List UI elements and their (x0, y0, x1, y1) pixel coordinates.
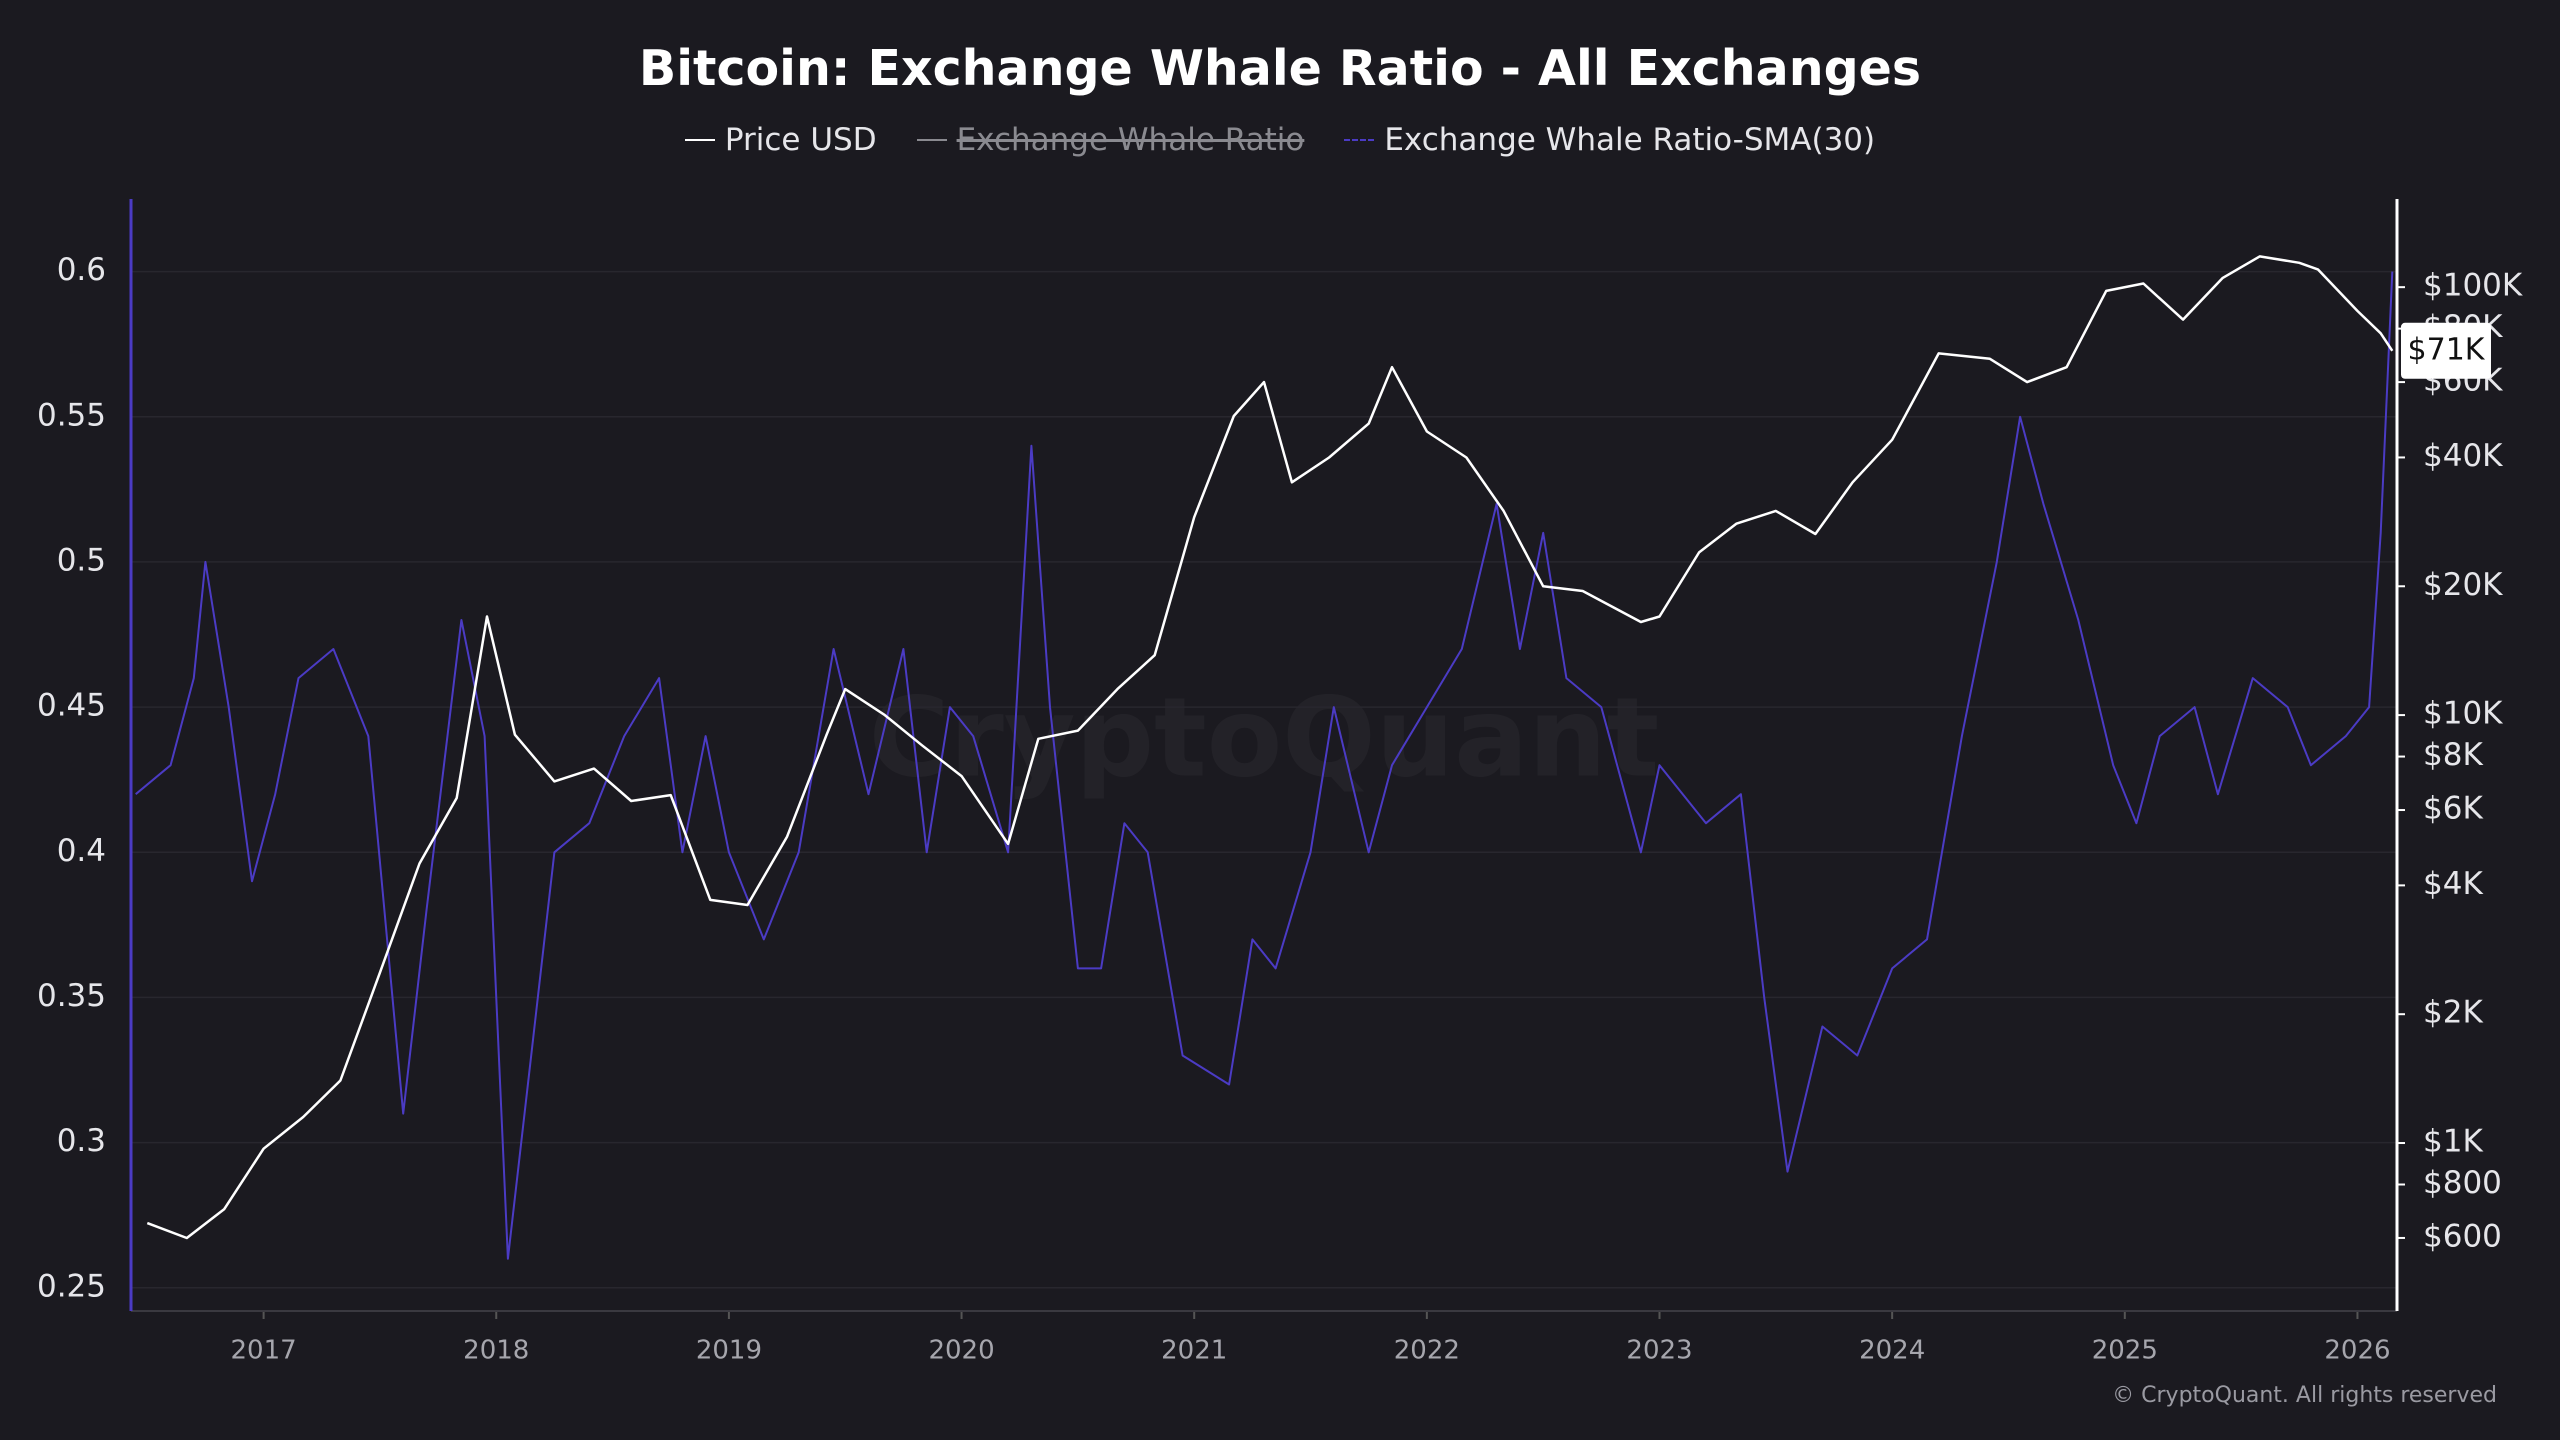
legend-label: Exchange Whale Ratio-SMA(30) (1384, 122, 1876, 158)
x-tick-label: 2023 (1626, 1336, 1692, 1366)
y2-tick-label: $800 (2423, 1165, 2502, 1201)
current-price-label: $71K (2408, 332, 2486, 367)
y-tick-label: 0.25 (37, 1268, 106, 1304)
legend-swatch (684, 139, 715, 141)
series-line (135, 271, 2394, 1260)
x-tick-label: 2019 (696, 1336, 762, 1366)
y2-tick-label: $8K (2423, 737, 2483, 773)
y2-tick-label: $6K (2423, 791, 2483, 827)
x-tick-label: 2024 (1859, 1336, 1925, 1366)
credit: © CryptoQuant. All rights reserved (2112, 1383, 2497, 1408)
legend-item[interactable]: Exchange Whale Ratio (916, 122, 1305, 158)
y2-tick-label: $20K (2423, 567, 2503, 603)
x-tick-label: 2022 (1394, 1336, 1460, 1366)
y2-tick-label: $1K (2423, 1124, 2483, 1160)
x-tick-label: 2025 (2092, 1336, 2158, 1366)
legend-label: Price USD (724, 122, 877, 158)
legend: Price USD Exchange Whale Ratio Exchange Wh… (0, 122, 2560, 158)
x-tick-label: 2020 (928, 1336, 994, 1366)
x-tick-label: 2018 (463, 1336, 529, 1366)
y2-tick-label: $40K (2423, 438, 2503, 474)
y2-tick-label: $10K (2423, 696, 2503, 732)
legend-swatch (1344, 139, 1375, 141)
x-tick-label: 2026 (2324, 1336, 2390, 1366)
y2-tick-label: $600 (2423, 1218, 2502, 1254)
y-tick-label: 0.45 (37, 688, 106, 724)
chart-title: Bitcoin: Exchange Whale Ratio - All Exch… (638, 40, 1922, 97)
y-tick-label: 0.5 (57, 542, 106, 578)
watermark: CryptoQuant (869, 673, 1660, 801)
x-tick-label: 2017 (231, 1336, 297, 1366)
legend-label: Exchange Whale Ratio (956, 122, 1305, 158)
legend-item[interactable]: Price USD (684, 122, 877, 158)
y2-tick-label: $2K (2423, 995, 2483, 1031)
y2-tick-label: $100K (2423, 268, 2523, 304)
series-line (146, 255, 2394, 1240)
y-tick-label: 0.35 (37, 978, 106, 1014)
y-tick-label: 0.3 (57, 1123, 106, 1159)
y2-tick-label: $4K (2423, 866, 2483, 902)
current-price-box (2401, 322, 2491, 379)
legend-item[interactable]: Exchange Whale Ratio-SMA(30) (1344, 122, 1875, 158)
x-tick-label: 2021 (1161, 1336, 1227, 1366)
y-tick-label: 0.55 (37, 397, 106, 433)
legend-swatch (916, 139, 947, 141)
y-tick-label: 0.6 (57, 252, 106, 288)
y-tick-label: 0.4 (57, 833, 106, 869)
